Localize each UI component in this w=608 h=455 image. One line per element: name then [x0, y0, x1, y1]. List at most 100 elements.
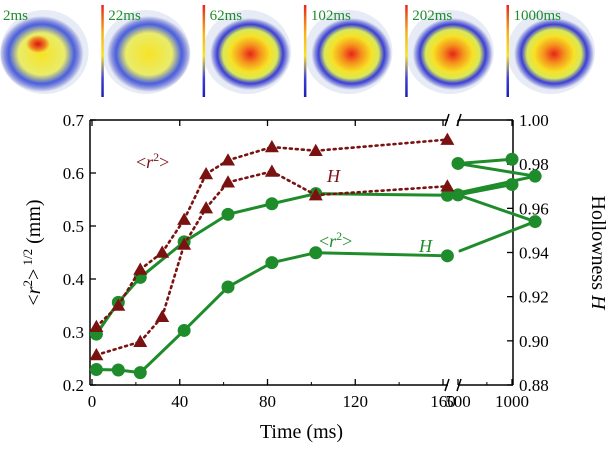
data-point [221, 153, 236, 166]
panel-label: 102ms [311, 8, 351, 24]
series-line [138, 240, 186, 279]
image-panel: 62ms [202, 0, 304, 100]
data-point [505, 152, 519, 166]
data-point [440, 179, 455, 192]
data-point [264, 140, 279, 153]
panel-label: 22ms [108, 8, 141, 24]
series-line [182, 172, 208, 221]
x-tick-label: 80 [259, 392, 276, 411]
series-line [138, 328, 186, 375]
series-line [270, 192, 318, 206]
y-right-axis-title: Hollowness H [587, 196, 608, 311]
series-line [182, 285, 230, 332]
image-panel: 102ms [303, 0, 406, 100]
series-line [117, 268, 142, 307]
panel-hotspot [26, 35, 50, 53]
panel-cloud [0, 16, 84, 92]
series-line [138, 315, 164, 344]
series-line [458, 220, 537, 253]
series-line [160, 243, 186, 319]
series-line [456, 193, 537, 224]
panel-colorbar [303, 5, 307, 97]
data-point [264, 164, 279, 177]
data-point [265, 197, 279, 211]
series-line [314, 251, 449, 258]
data-point [528, 169, 542, 183]
axis-break-mark [444, 378, 450, 392]
series-1 [89, 177, 542, 380]
series-line [456, 182, 514, 197]
image-panel-strip: 2ms 22ms 62ms 102ms 202ms 1000ms [0, 0, 608, 100]
series-line [226, 261, 274, 289]
panel-label: 202ms [412, 8, 452, 24]
series-line [456, 157, 514, 165]
image-panel: 202ms [405, 0, 507, 100]
series-line [182, 206, 208, 246]
data-point [177, 237, 192, 250]
series-line [270, 170, 318, 197]
x-tick-label: 500 [445, 392, 471, 411]
series-line [314, 192, 449, 197]
data-point [177, 212, 192, 225]
data-point [177, 323, 191, 337]
panel-cloud [210, 18, 291, 90]
y-right-tick-label: 0.88 [519, 376, 549, 395]
y-left-axis-title: <r2> 1/2 (mm) [20, 199, 45, 305]
x-tick-label: 0 [88, 392, 97, 411]
data-point [221, 207, 235, 221]
data-point [440, 188, 454, 202]
y-right-tick-label: 0.90 [519, 332, 549, 351]
data-point [308, 143, 323, 156]
data-point [133, 262, 148, 275]
data-point [308, 188, 323, 201]
series-line [314, 184, 449, 197]
axis-break-mark [456, 378, 462, 392]
series-line [204, 180, 230, 210]
series-line [270, 251, 318, 265]
image-panel: 2ms [0, 0, 102, 100]
x-axis-title: Time (ms) [260, 421, 343, 443]
series-line [95, 340, 142, 357]
data-point [451, 156, 465, 170]
series-line [456, 161, 537, 178]
data-point [440, 249, 454, 263]
series-line [204, 158, 230, 176]
panel-colorbar [506, 5, 509, 97]
annotation-r2-dark: <r2> [136, 150, 169, 172]
data-point [89, 319, 104, 332]
annotation-r2-green: <r2> [319, 229, 352, 251]
y-left-tick-label: 0.7 [63, 111, 85, 130]
data-point [111, 298, 126, 311]
image-panel: 1000ms [506, 0, 608, 100]
data-point [451, 188, 465, 202]
y-left-tick-label: 0.5 [63, 217, 84, 236]
y-right-tick-label: 0.98 [519, 155, 549, 174]
data-point [89, 347, 104, 361]
y-left-tick-label: 0.6 [63, 164, 84, 183]
data-point [133, 366, 147, 380]
series-line [182, 212, 230, 244]
data-point [89, 363, 103, 377]
panel-colorbar [202, 5, 206, 97]
series-line [314, 138, 449, 153]
y-right-tick-label: 0.96 [519, 199, 549, 218]
panel-cloud [514, 18, 595, 90]
data-point [528, 215, 542, 229]
annotation-h-dark: H [326, 166, 341, 186]
series-line [226, 202, 274, 216]
y-right-tick-label: 0.94 [519, 244, 549, 263]
x-tick-label: 40 [171, 392, 188, 411]
y-right-tick-label: 1.00 [519, 111, 549, 130]
y-axis-right: 0.88 0.90 0.92 0.94 0.96 0.98 1.00 [507, 111, 549, 395]
data-point [505, 177, 519, 191]
y-right-tick-label: 0.92 [519, 288, 549, 307]
panel-colorbar [405, 5, 408, 97]
y-left-tick-label: 0.4 [63, 270, 85, 289]
panel-cloud [311, 18, 392, 90]
data-point [440, 132, 455, 145]
x-tick-label: 160 [430, 392, 456, 411]
data-point [221, 175, 236, 188]
annotation-h-green: H [418, 236, 433, 256]
